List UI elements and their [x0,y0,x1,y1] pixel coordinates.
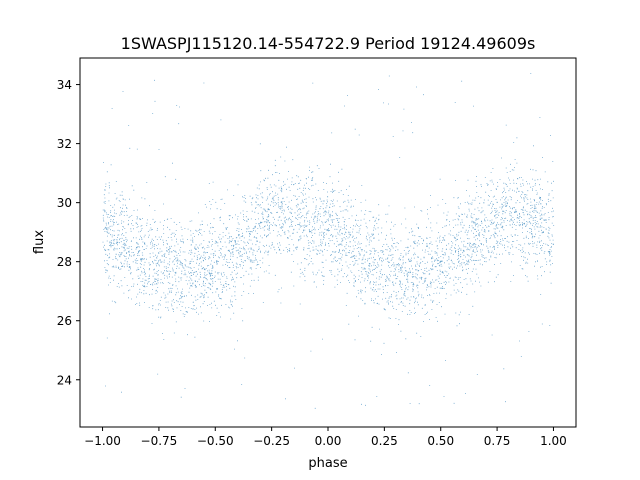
x-tick-label: 0.50 [427,434,454,448]
x-tick-label: 0.25 [371,434,398,448]
y-tick-label: 26 [57,314,72,328]
y-tick-label: 24 [57,373,72,387]
chart-title: 1SWASPJ115120.14-554722.9 Period 19124.4… [121,34,536,53]
x-tick-label: 1.00 [540,434,567,448]
x-tick-label: −0.50 [197,434,234,448]
x-axis-label: phase [308,456,347,471]
x-axis: −1.00 −0.75 −0.50 −0.25 0.00 0.25 0.50 0.75 1.00 [84,427,567,448]
y-axis: 24 26 28 30 32 34 [57,78,80,387]
x-tick-label: −0.75 [141,434,178,448]
x-tick-label: 0.00 [315,434,342,448]
y-tick-label: 32 [57,137,72,151]
data-points [102,73,555,409]
x-tick-label: 0.75 [484,434,511,448]
x-tick-label: −0.25 [253,434,290,448]
y-axis-label: flux [32,230,47,254]
scatter-points [102,73,555,409]
y-tick-label: 34 [57,78,72,92]
y-tick-label: 30 [57,196,72,210]
y-tick-label: 28 [57,255,72,269]
x-tick-label: −1.00 [84,434,121,448]
